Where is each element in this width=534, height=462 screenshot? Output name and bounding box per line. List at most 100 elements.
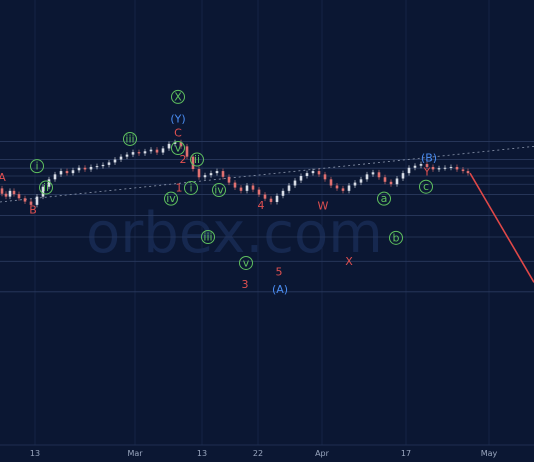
candle-body	[263, 194, 267, 199]
wave-label: iii	[203, 231, 212, 244]
candle-body	[167, 143, 171, 149]
candle-body	[293, 180, 297, 186]
wave-label-circle	[171, 141, 185, 156]
x-tick-label: 13	[197, 449, 207, 458]
wave-label: W	[318, 200, 329, 213]
candle-body	[29, 201, 33, 205]
wave-label-circle	[123, 131, 137, 146]
candle-body	[419, 164, 423, 166]
candle-body	[227, 176, 231, 183]
candle-body	[455, 166, 459, 170]
x-tick-label: Apr	[315, 449, 330, 458]
wave-label: iv	[214, 184, 224, 197]
wave-label: iii	[125, 132, 134, 145]
wave-label-circle	[212, 183, 226, 198]
wave-label: B	[29, 203, 37, 216]
candle-body	[449, 166, 453, 168]
wave-label: 5	[276, 266, 283, 279]
candle-body	[83, 167, 87, 170]
candle-body	[209, 173, 213, 176]
candle-body	[149, 149, 153, 152]
x-tick-label: 22	[253, 449, 263, 458]
wave-label: X	[345, 255, 353, 268]
candle-body	[233, 182, 237, 188]
candle-body	[35, 196, 39, 205]
candle-body	[95, 166, 99, 168]
candle-body	[377, 172, 381, 178]
candle-body	[107, 162, 111, 165]
wave-label: i	[35, 160, 38, 173]
candle-body	[383, 177, 387, 182]
candle-body	[407, 167, 411, 174]
candle-body	[113, 159, 117, 163]
wave-label: iv	[166, 192, 176, 205]
candle-body	[12, 190, 16, 195]
candle-body	[341, 188, 345, 191]
candle-body	[425, 164, 429, 167]
candle-body	[371, 172, 375, 175]
wave-label: b	[393, 231, 400, 244]
candle-body	[389, 181, 393, 185]
candle-body	[125, 154, 129, 157]
wave-label: ii	[43, 181, 49, 194]
candle-body	[185, 146, 189, 157]
wave-label: (A)	[272, 283, 288, 296]
watermark-text: orbex.com	[86, 201, 383, 266]
candle-body	[317, 171, 321, 175]
price-candles	[0, 139, 470, 208]
candle-body	[59, 171, 63, 175]
candle-body	[251, 185, 255, 190]
candle-body	[173, 142, 177, 144]
candle-body	[191, 156, 195, 170]
candle-body	[23, 198, 27, 202]
wave-label: Y	[423, 165, 431, 178]
candle-body	[179, 142, 183, 147]
candle-body	[89, 166, 93, 170]
candle-body	[41, 186, 45, 197]
wave-label: 3	[242, 278, 249, 291]
candle-body	[437, 168, 441, 170]
candle-body	[239, 187, 243, 191]
wave-label-circle	[190, 152, 204, 167]
candle-body	[8, 190, 12, 197]
wave-label-circle	[201, 230, 215, 244]
x-tick-label: Mar	[127, 449, 143, 458]
wave-label: 2	[180, 153, 187, 166]
wave-label-circle	[184, 180, 198, 195]
wave-label: (B)	[421, 151, 437, 164]
candle-body	[311, 171, 315, 174]
wave-label-circle	[30, 159, 44, 174]
x-tick-label: 17	[401, 449, 411, 458]
candle-body	[347, 185, 351, 191]
wave-label: 1	[176, 181, 183, 194]
candle-body	[215, 171, 219, 174]
candle-body	[466, 171, 470, 174]
candle-body	[269, 198, 273, 202]
candle-body	[4, 193, 8, 197]
candle-body	[65, 171, 69, 174]
candle-body	[461, 169, 465, 172]
candle-body	[305, 173, 309, 177]
candle-body	[47, 179, 51, 187]
candle-body	[161, 148, 165, 153]
candle-body	[155, 149, 159, 153]
wave-label: v	[175, 142, 182, 155]
wave-label: ii	[194, 153, 200, 166]
candle-body	[443, 167, 447, 169]
candle-body	[323, 174, 327, 180]
candle-body	[431, 166, 435, 170]
projection-line	[469, 172, 534, 283]
candle-body	[0, 188, 4, 194]
candle-body	[203, 175, 207, 178]
wave-label: C	[174, 127, 182, 140]
candle-body	[413, 165, 417, 168]
wave-label: 4	[258, 199, 265, 212]
grid-lines	[34, 0, 490, 445]
candle-body	[245, 185, 249, 191]
wave-label-circle	[171, 89, 185, 104]
wave-label: i	[189, 181, 192, 194]
wave-label: (Y)	[170, 112, 185, 125]
candle-body	[257, 189, 261, 195]
